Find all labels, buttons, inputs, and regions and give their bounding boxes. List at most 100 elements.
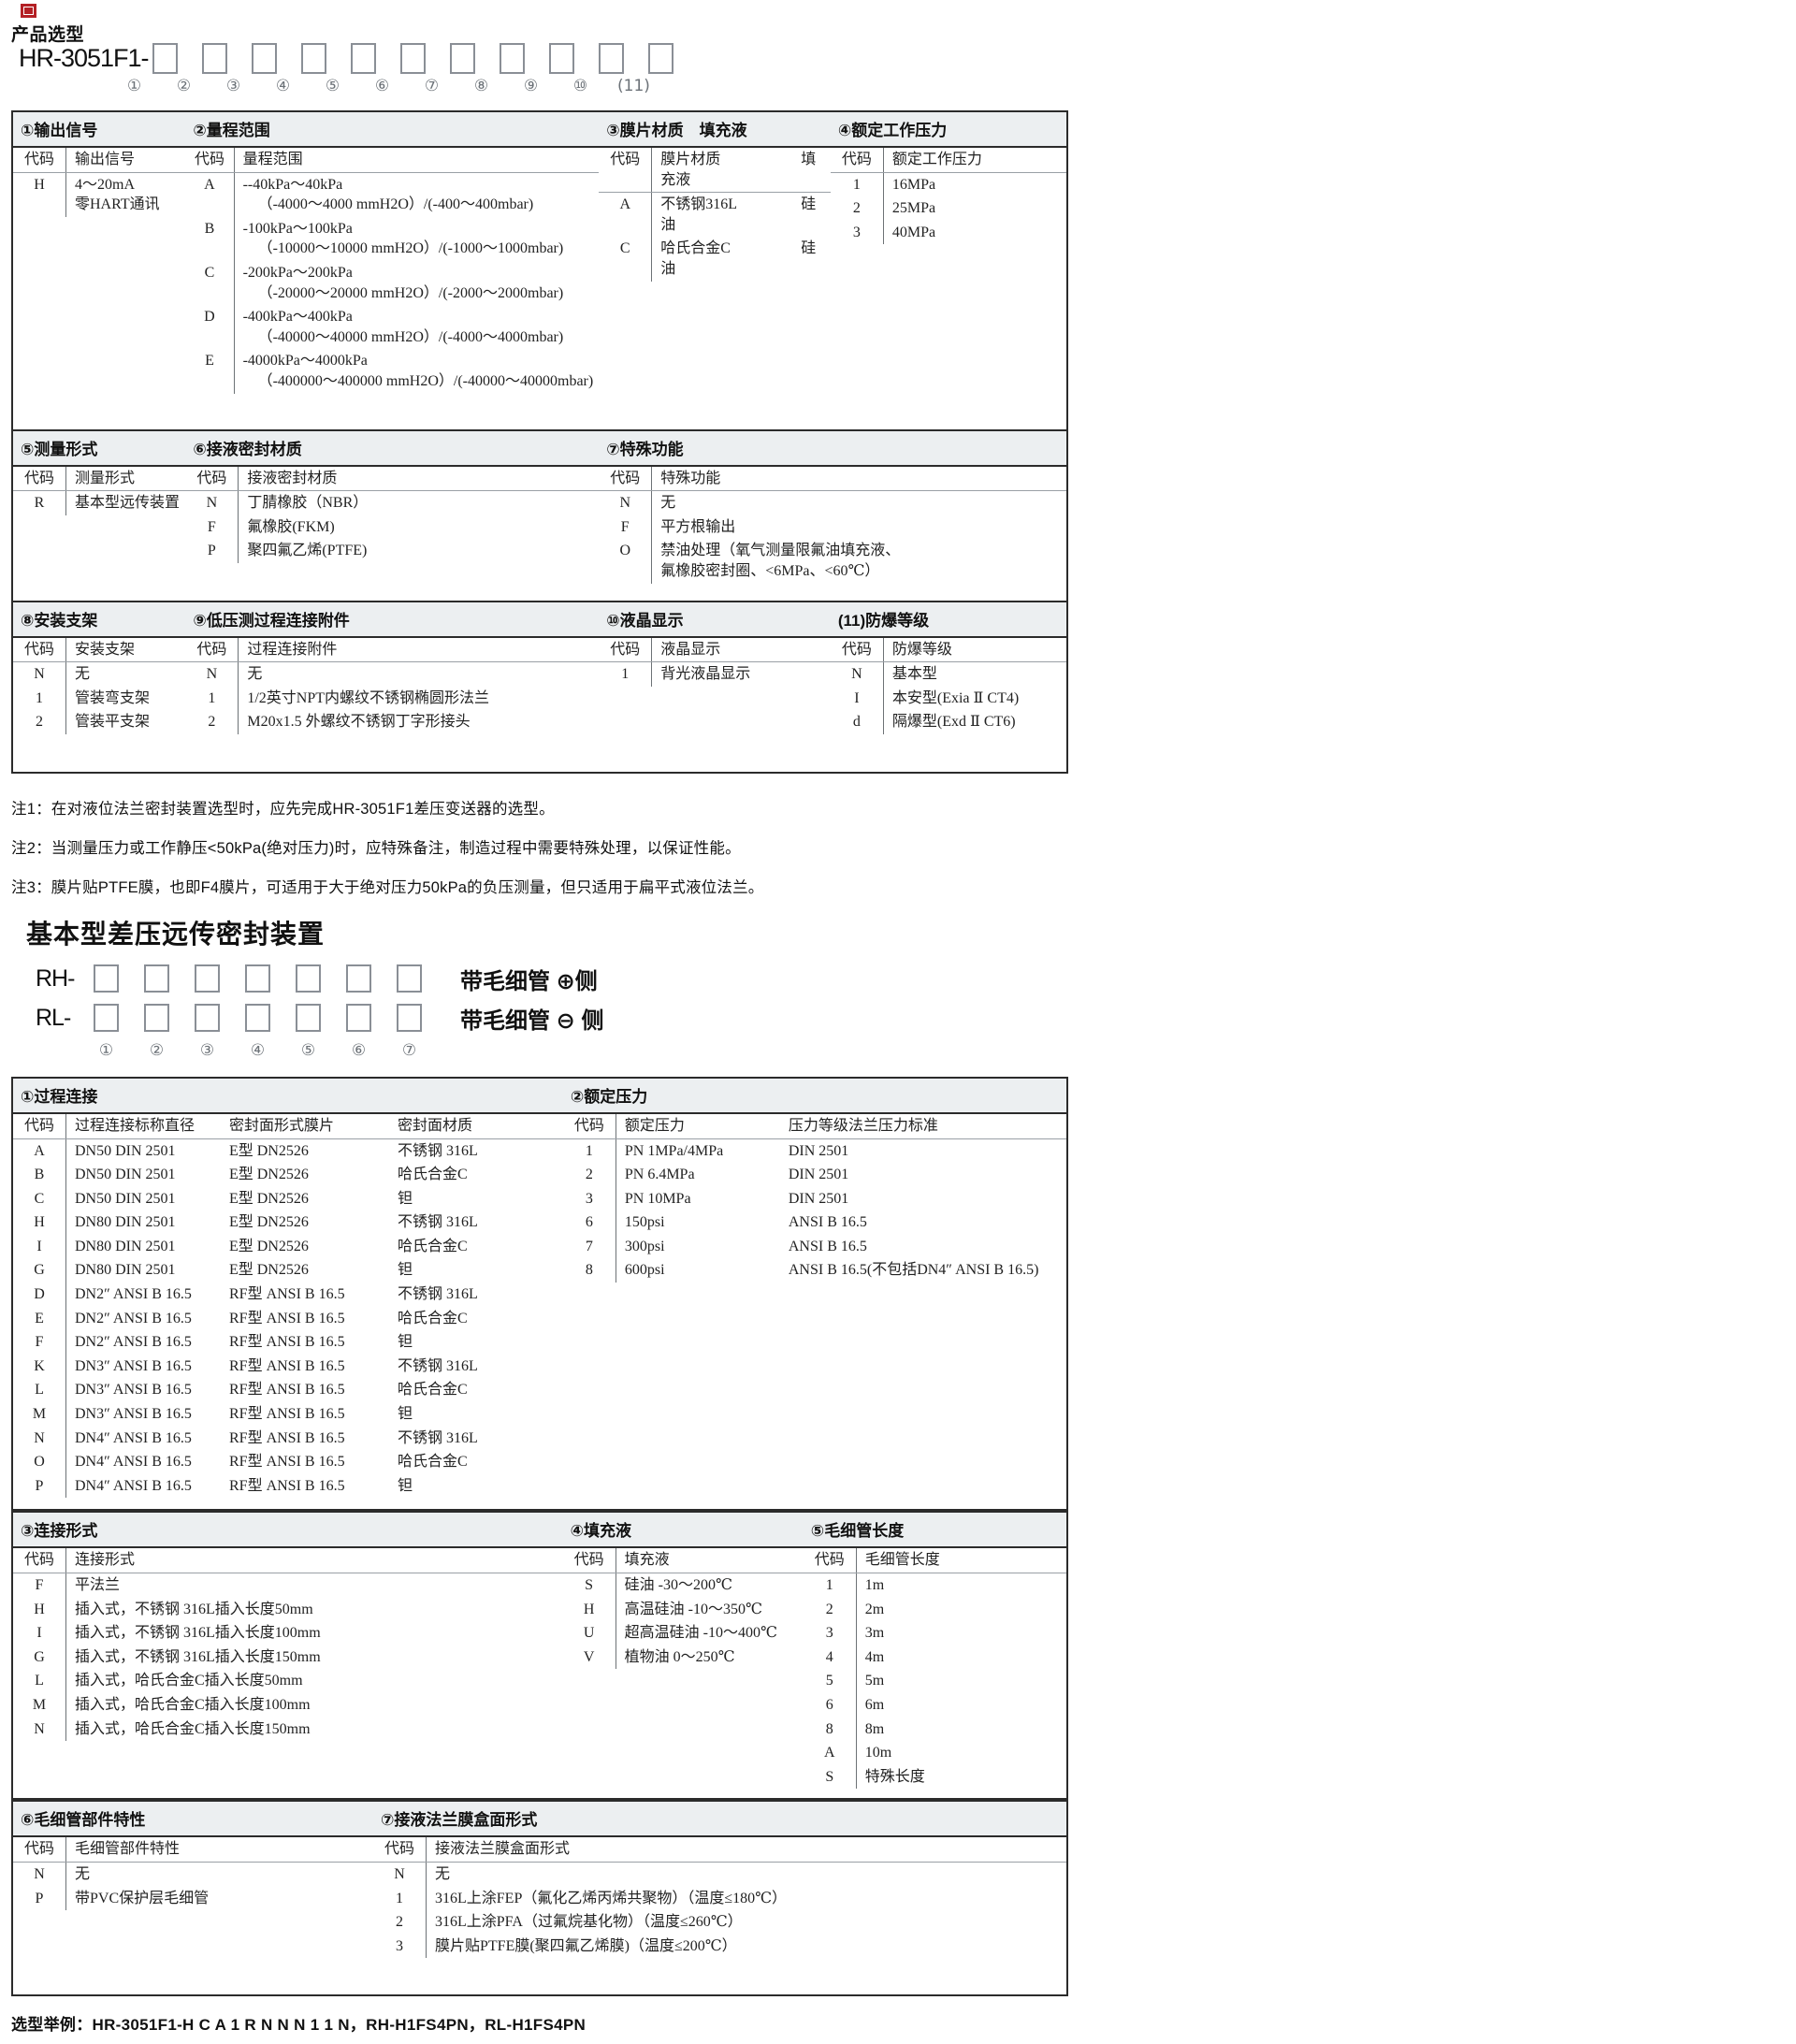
- row-code: D: [13, 1283, 66, 1307]
- table-row: G DN80 DIN 2501 E型 DN2526 钽: [13, 1258, 563, 1283]
- table-row: 2 2m: [803, 1597, 1066, 1622]
- code-position-11: (11): [617, 77, 650, 95]
- section-title: ⑨低压测过程连接附件: [185, 602, 600, 638]
- code-position-9: ⑨: [523, 77, 539, 95]
- row-code: F: [599, 515, 653, 540]
- code-box-10[interactable]: [598, 43, 624, 74]
- row-pressure: 300psi: [624, 1238, 665, 1254]
- table-row: 8 8m: [803, 1717, 1066, 1742]
- rh-box-1[interactable]: [94, 964, 119, 993]
- table-row: 7 300psi ANSI B 16.5: [562, 1234, 1066, 1259]
- table-row: D DN2″ ANSI B 16.5 RF型 ANSI B 16.5 不锈钢 316L: [13, 1283, 563, 1307]
- row-desc: 无: [435, 1865, 451, 1882]
- code-box-8[interactable]: [499, 43, 525, 74]
- row-desc: PN 1MPa/4MPa DIN 2501: [616, 1138, 1066, 1163]
- rh-label: RH-: [36, 964, 75, 992]
- table-row: A DN50 DIN 2501 E型 DN2526 不锈钢 316L: [13, 1138, 563, 1164]
- table-row: B -100kPa～100kPa （-10000～10000 mmH2O）/(-…: [185, 216, 599, 261]
- row-desc: 平法兰: [75, 1577, 121, 1593]
- section-title: ⑩液晶显示: [599, 602, 831, 638]
- row-desc: DN4″ ANSI B 16.5 RF型 ANSI B 16.5 不锈钢 316L: [66, 1427, 563, 1451]
- table-row: H DN80 DIN 2501 E型 DN2526 不锈钢 316L: [13, 1210, 563, 1235]
- row-code: A: [185, 172, 235, 217]
- row-code: C: [185, 260, 235, 306]
- section-measure-type: ⑤测量形式 代码 测量形式 R 基本型远传装置: [13, 430, 186, 587]
- rh-box-5[interactable]: [296, 964, 321, 993]
- rh-box-2[interactable]: [144, 964, 169, 993]
- row-code: P: [13, 1886, 66, 1911]
- rh-box-4[interactable]: [245, 964, 270, 993]
- table-row: L DN3″ ANSI B 16.5 RF型 ANSI B 16.5 哈氏合金C: [13, 1378, 563, 1403]
- row-code: S: [562, 1573, 616, 1598]
- rh-box-3[interactable]: [195, 964, 220, 993]
- table-row: 1 16MPa: [830, 172, 1066, 197]
- rl-box-4[interactable]: [245, 1004, 270, 1033]
- row-desc-line1: 禁油处理（氧气测量限氟油填充液、: [660, 543, 901, 559]
- col-header-fill: 填充液: [660, 152, 817, 188]
- row-code: R: [13, 490, 66, 515]
- row-standard: DIN 2501: [788, 1167, 849, 1183]
- section-lcd: ⑩液晶显示 代码 液晶显示 1 背光液晶显示: [599, 602, 831, 771]
- rl-box-5[interactable]: [296, 1004, 321, 1033]
- rl-box-3[interactable]: [195, 1004, 220, 1033]
- row-desc-line2: 氟橡胶密封圈、<6MPa、<60℃）: [660, 562, 880, 579]
- note-2: 注2：当测量压力或工作静压<50kPa(绝对压力)时，应特殊备注，制造过程中需要…: [11, 839, 741, 857]
- row-desc: 150psi ANSI B 16.5: [616, 1210, 1066, 1235]
- col-header-code: 代码: [599, 465, 653, 492]
- section-bracket: ⑧安装支架 代码 安装支架 N 无 1 管装弯支架 2: [13, 602, 186, 772]
- rl-box-6[interactable]: [346, 1004, 371, 1033]
- code-box-1[interactable]: [152, 43, 178, 74]
- row-code: G: [13, 1645, 66, 1670]
- row-desc: 植物油 0～250℃: [624, 1648, 735, 1665]
- row-sealface: E型 DN2526: [229, 1142, 309, 1159]
- row-diameter: DN2″ ANSI B 16.5: [75, 1334, 192, 1351]
- row-desc: 哈氏合金C 硅油: [652, 237, 831, 281]
- table-row: 3 3m: [803, 1621, 1066, 1645]
- row-code: D: [185, 305, 235, 350]
- row-desc: 4～20mA 零HART通讯: [66, 172, 186, 217]
- row-sealface: RF型 ANSI B 16.5: [229, 1429, 345, 1446]
- col-header-code: 代码: [185, 465, 239, 492]
- code-box-7[interactable]: [449, 43, 475, 74]
- col-header-desc: 接液法兰膜盒面形式: [426, 1836, 1066, 1863]
- section-title: ⑦特殊功能: [599, 430, 1066, 467]
- row-code: 4: [803, 1645, 857, 1670]
- row-desc: 40MPa: [891, 224, 936, 240]
- rl-box-2[interactable]: [144, 1004, 169, 1033]
- row-sealface: E型 DN2526: [229, 1190, 309, 1207]
- code-position-10: ⑩: [572, 77, 588, 95]
- rl-box-7[interactable]: [397, 1004, 422, 1033]
- row-desc: 插入式，哈氏合金C插入长度150mm: [75, 1720, 311, 1737]
- range-line1: -100kPa～100kPa: [242, 220, 353, 237]
- row-code: U: [562, 1621, 616, 1645]
- col-header-code: 代码: [830, 636, 884, 663]
- row-diameter: DN4″ ANSI B 16.5: [75, 1477, 192, 1494]
- rh-box-6[interactable]: [346, 964, 371, 993]
- table-row: P DN4″ ANSI B 16.5 RF型 ANSI B 16.5 钽: [13, 1473, 563, 1499]
- rh-box-7[interactable]: [397, 964, 422, 993]
- code-box-2[interactable]: [201, 43, 227, 74]
- row-code: A: [599, 192, 653, 238]
- row-code: V: [562, 1645, 616, 1670]
- note-3: 注3：膜片贴PTFE膜，也即F4膜片，可适用于大于绝对压力50kPa的负压测量，…: [11, 878, 764, 896]
- row-material: 哈氏合金C: [398, 1310, 468, 1326]
- code-box-4[interactable]: [300, 43, 326, 74]
- table-row: d 隔爆型(Exd Ⅱ CT6): [830, 710, 1066, 734]
- table-row: 3 膜片贴PTFE膜(聚四氟乙烯膜)（温度≤200℃）: [373, 1934, 1066, 1959]
- section-title: ①输出信号: [13, 112, 186, 148]
- table-row: 8 600psi ANSI B 16.5(不包括DN4″ ANSI B 16.5): [562, 1258, 1066, 1283]
- code-box-9[interactable]: [548, 43, 574, 74]
- code-box-3[interactable]: [251, 43, 277, 74]
- rl-box-1[interactable]: [94, 1004, 119, 1033]
- row-desc: DN50 DIN 2501 E型 DN2526 不锈钢 316L: [66, 1138, 563, 1163]
- code-box-5[interactable]: [350, 43, 376, 74]
- table-row: 2 M20x1.5 外螺纹不锈钢丁字形接头: [185, 710, 599, 734]
- code-box-11[interactable]: [647, 43, 674, 74]
- code-box-6[interactable]: [399, 43, 426, 74]
- row-code: M: [13, 1692, 66, 1718]
- row-code: H: [562, 1597, 616, 1622]
